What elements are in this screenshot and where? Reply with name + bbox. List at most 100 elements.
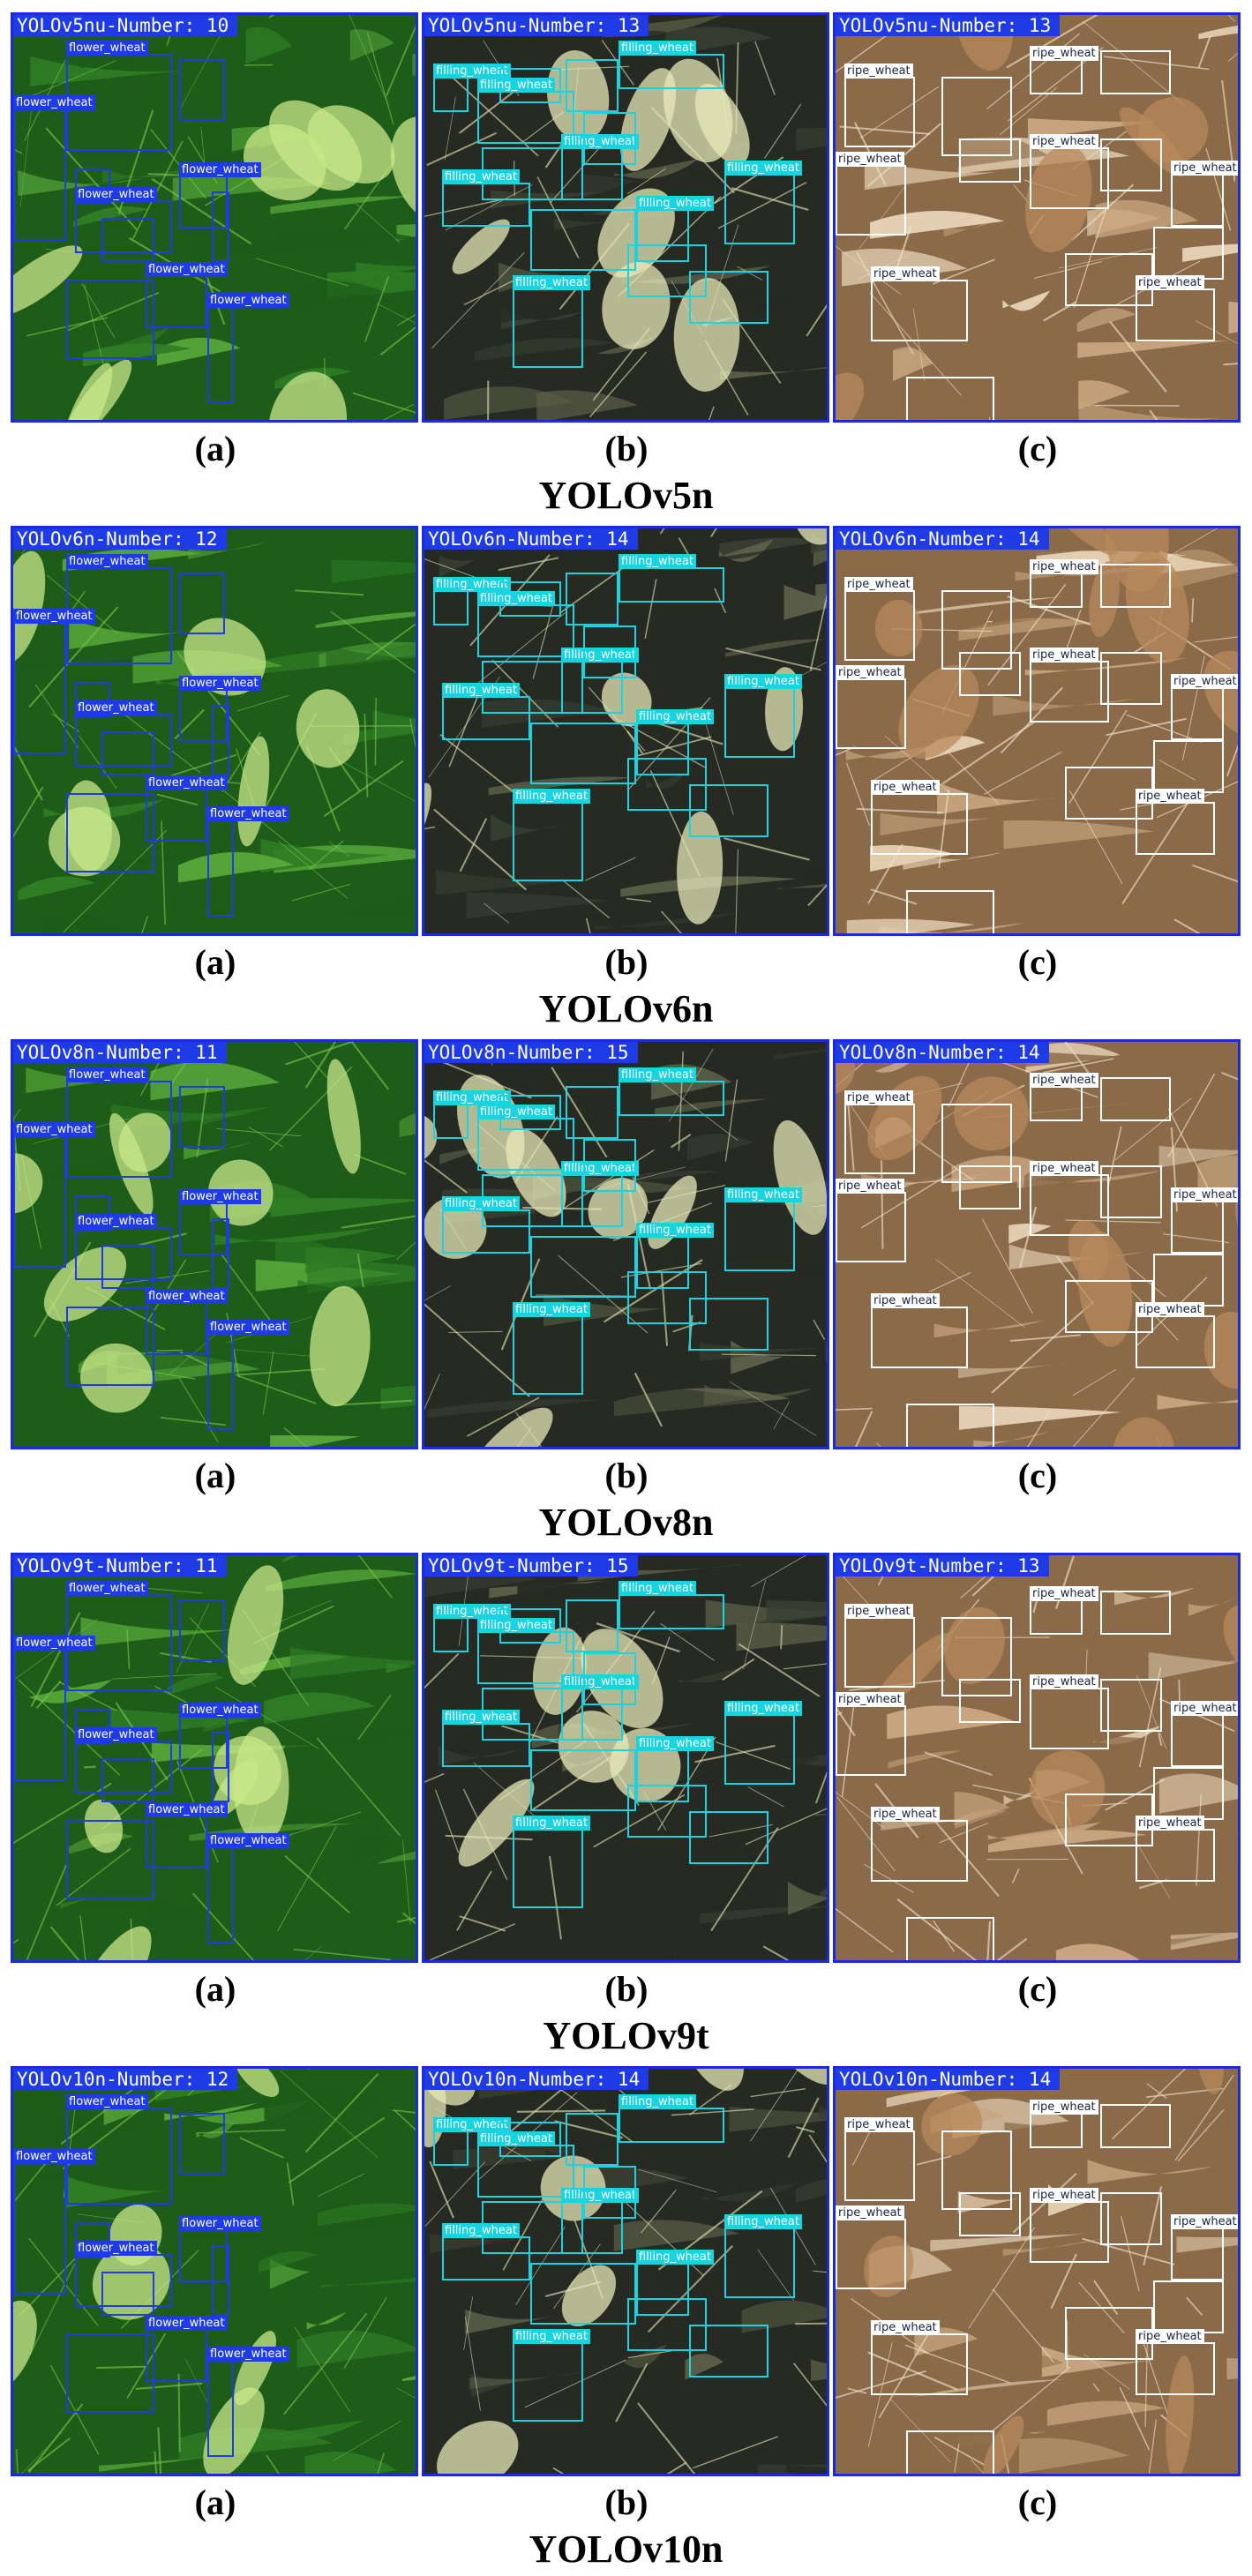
awn-strand	[502, 2197, 544, 2271]
detection-box	[689, 271, 768, 324]
wheat-ear	[233, 1726, 289, 1845]
leaf-shape	[724, 639, 826, 657]
awn-strand	[266, 2454, 280, 2474]
detection-box: filling_wheat	[619, 2094, 724, 2143]
detection-box	[941, 77, 1012, 156]
awn-strand	[715, 1741, 791, 1770]
detection-class-label: filling_wheat	[619, 1581, 696, 1596]
awn-strand	[424, 1285, 451, 1301]
awn-strand	[1106, 717, 1187, 737]
awn-strand	[392, 2109, 416, 2114]
detection-box	[566, 2113, 619, 2166]
awn-strand	[738, 1643, 821, 1697]
leaf-shape	[435, 869, 605, 895]
leaf-shape	[1068, 1337, 1147, 1367]
awn-strand	[750, 2069, 798, 2142]
detection-box	[941, 1104, 1012, 1183]
awn-strand	[737, 266, 763, 281]
detection-box: flower_wheat	[146, 1289, 228, 1355]
detection-class-label: filling_wheat	[724, 1701, 802, 1716]
awn-strand	[693, 2436, 779, 2469]
detection-class-label: flower_wheat	[179, 1189, 261, 1204]
detection-class-label: filling_wheat	[561, 1161, 639, 1176]
wheat-photo	[836, 1555, 1238, 1960]
awn-strand	[751, 1555, 807, 1588]
awn-strand	[558, 1254, 648, 1334]
detection-class-label: filling_wheat	[477, 1618, 555, 1633]
leaf-shape	[1228, 301, 1238, 334]
panel-flowering-stage: YOLOv6n-Number: 12 flower_wheat flower_wh…	[11, 526, 418, 936]
awn-strand	[178, 1378, 219, 1443]
detection-class-label: flower_wheat	[179, 162, 261, 177]
detection-class-label: filling_wheat	[513, 1816, 590, 1831]
awn-strand	[717, 182, 807, 229]
awn-strand	[721, 1353, 816, 1357]
awn-strand	[858, 252, 912, 280]
awn-strand	[112, 1673, 217, 1680]
leaf-shape	[343, 726, 416, 746]
leaf-shape	[909, 45, 948, 64]
awn-strand	[1050, 2253, 1077, 2310]
leaf-shape	[346, 297, 416, 307]
awn-strand	[536, 1294, 635, 1297]
awn-strand	[126, 1629, 131, 1670]
awn-strand	[671, 2108, 754, 2116]
detection-box	[75, 168, 110, 204]
awn-strand	[757, 2249, 794, 2301]
panel-filling-stage: YOLOv8n-Number: 15 filling_wheat filling_…	[422, 1039, 829, 1449]
leaf-shape	[1181, 340, 1238, 355]
subfigure-label-c: (c)	[1017, 429, 1058, 468]
leaf-shape	[19, 652, 184, 670]
awn-strand	[1121, 800, 1190, 905]
awn-strand	[1034, 260, 1102, 279]
awn-strand	[836, 245, 901, 295]
leaf-shape	[196, 2120, 236, 2138]
leaf-shape	[465, 2309, 553, 2334]
detection-box	[583, 625, 636, 678]
awn-strand	[846, 762, 871, 827]
detection-box: ripe_wheat	[1136, 1816, 1215, 1882]
awn-strand	[984, 752, 1061, 795]
leaf-shape	[887, 1705, 1015, 1740]
wheat-ear	[546, 50, 610, 142]
wheat-ear	[944, 1606, 1005, 1685]
detection-class-label: filling_wheat	[724, 1187, 802, 1202]
awn-strand	[813, 1319, 826, 1340]
detection-box	[66, 1820, 154, 1899]
leaf-shape	[1003, 820, 1154, 850]
detection-class-label: flower_wheat	[13, 1636, 95, 1651]
model-title: YOLOv6n	[538, 987, 714, 1030]
leaf-shape	[970, 1894, 1025, 1913]
awn-strand	[79, 1915, 86, 1960]
awn-strand	[176, 1604, 209, 1674]
detection-box	[959, 139, 1021, 183]
detection-class-label: flower_wheat	[75, 187, 157, 202]
awn-strand	[1221, 1071, 1238, 1081]
detection-class-label: filling_wheat	[561, 134, 639, 149]
wheat-ear	[1196, 2069, 1225, 2095]
detection-class-label: filling_wheat	[442, 683, 520, 698]
leaf-shape	[1215, 1834, 1238, 1872]
awn-strand	[341, 1215, 416, 1229]
leaf-shape	[1192, 1936, 1238, 1951]
awn-strand	[992, 2288, 1054, 2363]
wheat-ear	[677, 811, 723, 925]
detection-class-label: ripe_wheat	[1171, 674, 1238, 689]
awn-strand	[968, 2227, 1036, 2329]
leaf-shape	[331, 559, 416, 584]
awn-strand	[424, 2161, 485, 2227]
awn-strand	[366, 32, 394, 125]
detection-class-label: ripe_wheat	[1171, 1701, 1238, 1716]
detection-box	[689, 784, 768, 837]
leaf-shape	[796, 128, 827, 151]
awn-strand	[806, 303, 827, 337]
awn-strand	[792, 2363, 827, 2407]
leaf-shape	[869, 211, 1005, 239]
leaf-shape	[305, 1247, 399, 1274]
leaf-shape	[441, 1778, 520, 1797]
detection-class-label: flower_wheat	[207, 293, 289, 308]
detection-class-label: ripe_wheat	[1171, 161, 1238, 176]
awn-strand	[356, 1253, 364, 1288]
detection-class-label: flower_wheat	[66, 1581, 148, 1596]
wheat-photo	[836, 2069, 1238, 2474]
